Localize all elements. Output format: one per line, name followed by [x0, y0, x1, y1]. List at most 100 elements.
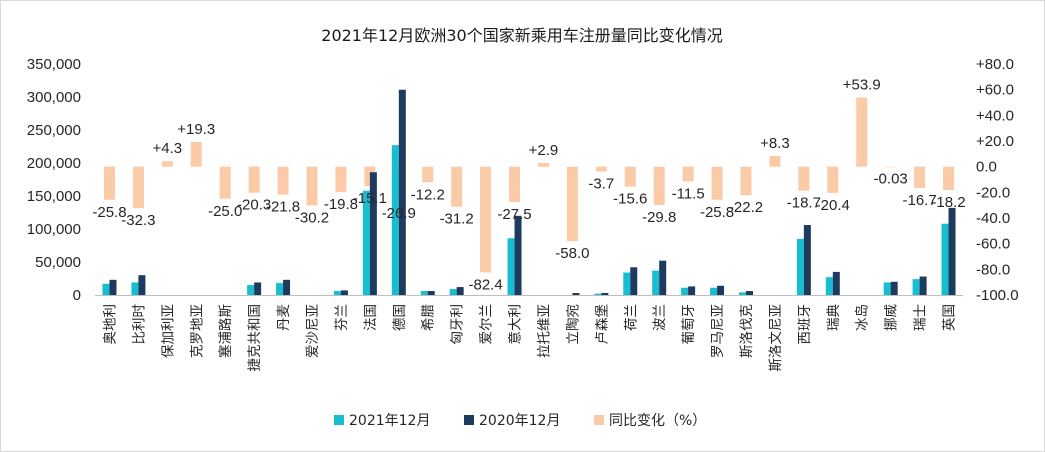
category-label: 意大利: [507, 304, 524, 345]
right-tick-label: -20.0: [976, 184, 1010, 201]
pct-data-label: -25.8: [700, 204, 734, 221]
pct-bar: [624, 166, 636, 187]
category-label: 丹麦: [276, 304, 292, 331]
category-label: 匈牙利: [450, 304, 466, 345]
volume-bars: [102, 89, 956, 296]
bar-2020: [948, 207, 956, 295]
pct-change-labels: -25.8-32.3+4.3+19.3-25.0-20.3-21.8-30.2-…: [92, 76, 965, 293]
pct-bar: [422, 166, 434, 183]
legend-swatch-2020: [464, 415, 474, 425]
pct-bar: [653, 166, 665, 205]
bar-2021: [623, 272, 631, 295]
pct-data-label: -32.3: [121, 212, 155, 229]
category-label: 斯洛伐克: [739, 304, 755, 358]
pct-data-label: -31.2: [440, 211, 474, 228]
legend-swatch-2021: [334, 415, 344, 425]
pct-bar: [537, 162, 549, 167]
pct-data-label: +19.3: [177, 121, 215, 138]
pct-bar: [827, 166, 839, 193]
right-tick-label: 0.0: [976, 159, 997, 176]
category-label: 法国: [363, 304, 379, 331]
pct-data-label: -58.0: [555, 245, 589, 262]
pct-data-label: -3.7: [588, 175, 614, 192]
right-tick-label: -80.0: [976, 261, 1010, 278]
pct-data-label: -25.8: [92, 204, 126, 221]
pct-bar: [335, 166, 347, 193]
right-tick-label: -60.0: [976, 236, 1010, 253]
pct-bar: [277, 166, 289, 195]
bar-2020: [254, 282, 262, 295]
category-label: 波兰: [652, 304, 668, 331]
category-label: 罗马尼亚: [710, 304, 726, 358]
category-label: 爱尔兰: [479, 304, 495, 345]
left-tick-label: 150,000: [27, 188, 81, 205]
pct-data-label: -22.2: [729, 199, 763, 216]
bar-2020: [746, 291, 753, 295]
bar-2020: [514, 215, 522, 295]
category-label: 斯洛文尼亚: [768, 304, 784, 372]
left-axis: 0 50,000 100,000 150,000 200,000 250,000 300,0…: [27, 56, 81, 304]
category-label: 克罗地亚: [189, 304, 205, 358]
right-tick-label: -100.0: [976, 287, 1019, 304]
pct-bar: [566, 166, 578, 242]
bar-2020: [688, 286, 696, 295]
bar-2020: [456, 287, 464, 295]
pct-data-label: -11.5: [672, 185, 705, 202]
left-tick-label: 50,000: [35, 254, 81, 271]
category-label: 冰岛: [855, 304, 871, 331]
legend-label-2021: 2021年12月: [349, 413, 430, 429]
bar-2020: [717, 285, 725, 295]
bar-2020: [803, 225, 811, 295]
bar-2021: [652, 270, 660, 295]
bar-2021: [912, 279, 920, 295]
pct-data-label: -0.03: [874, 171, 908, 188]
category-label: 荷兰: [623, 304, 639, 331]
right-tick-label: +40.0: [976, 107, 1014, 124]
pct-data-label: -26.9: [382, 205, 416, 222]
bar-2020: [601, 293, 609, 295]
category-label: 奥地利: [101, 304, 118, 345]
category-label: 瑞士: [913, 304, 929, 331]
category-label: 英国: [941, 304, 958, 331]
left-tick-label: 100,000: [27, 221, 81, 238]
left-tick-label: 0: [73, 287, 81, 304]
pct-bar: [595, 166, 607, 172]
pct-data-label: -18.7: [787, 195, 821, 212]
pct-data-label: +8.3: [760, 135, 790, 152]
bar-2020: [890, 281, 898, 295]
category-label: 爱沙尼亚: [305, 304, 321, 358]
pct-bar: [885, 166, 897, 168]
pct-data-label: -18.2: [931, 194, 965, 211]
right-tick-label: +60.0: [976, 82, 1014, 99]
left-tick-label: 300,000: [27, 89, 81, 106]
legend-label-2020: 2020年12月: [479, 413, 560, 429]
pct-data-label: -15.6: [613, 191, 647, 208]
category-label: 塞浦路斯: [217, 304, 234, 358]
category-label: 挪威: [884, 304, 900, 331]
pct-data-label: +4.3: [153, 140, 183, 157]
bar-2020: [109, 279, 117, 295]
bar-2020: [369, 172, 377, 295]
pct-bar: [856, 97, 868, 167]
bar-2021: [362, 190, 370, 295]
category-label: 芬兰: [334, 304, 350, 331]
bar-2021: [825, 277, 833, 295]
pct-bar: [943, 166, 955, 191]
pct-bar: [306, 166, 318, 206]
category-labels: 奥地利 比利时 保加利亚 克罗地亚 塞浦路斯 捷克共和国 丹麦 爱沙尼亚 芬兰 法国 德国 希腊 匈牙利…: [101, 304, 957, 372]
category-label: 卢森堡: [594, 304, 610, 345]
pct-data-label: -20.4: [816, 197, 850, 214]
pct-bar: [740, 166, 752, 196]
bar-2021: [941, 223, 949, 295]
right-tick-label: +20.0: [976, 133, 1014, 150]
right-tick-label: +80.0: [976, 56, 1014, 73]
bar-2021: [333, 291, 341, 295]
bar-2020: [630, 267, 638, 295]
pct-bar: [132, 166, 144, 209]
category-label: 德国: [392, 304, 408, 331]
bar-2020: [427, 291, 435, 295]
bar-2021: [391, 145, 399, 295]
bar-2020: [138, 275, 146, 295]
pct-bar: [682, 166, 694, 182]
